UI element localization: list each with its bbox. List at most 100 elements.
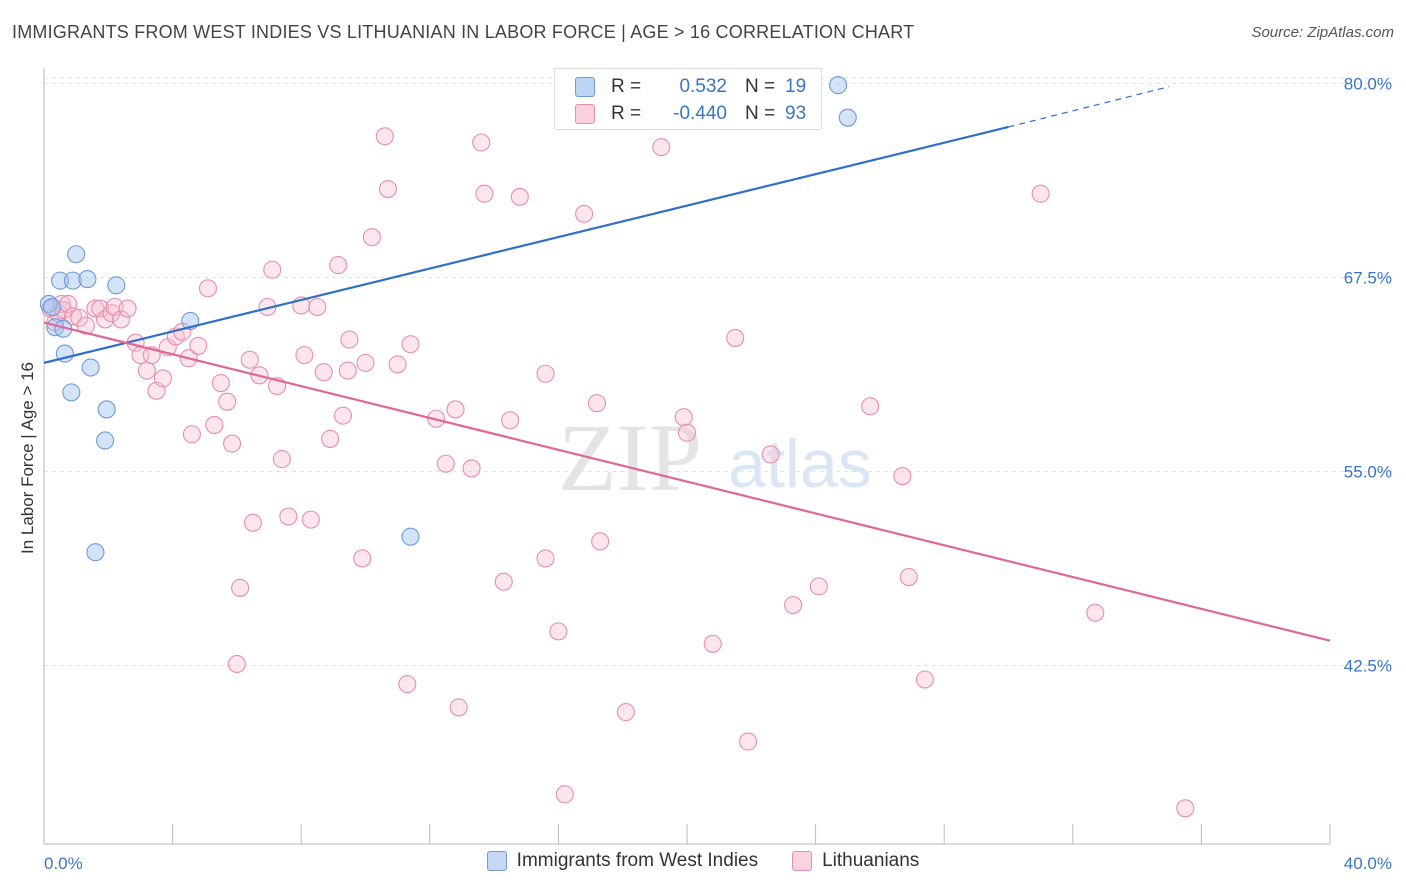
data-point-lithuanians: [63, 307, 82, 326]
data-point-lithuanians: [555, 785, 574, 804]
stats-swatch-pink: [575, 104, 595, 124]
data-point-lithuanians: [182, 425, 201, 444]
chart-title: IMMIGRANTS FROM WEST INDIES VS LITHUANIA…: [12, 22, 915, 42]
data-point-lithuanians: [112, 310, 131, 329]
data-point-lithuanians: [1031, 184, 1050, 203]
legend: Immigrants from West Indies Lithuanians: [0, 850, 1406, 872]
data-point-lithuanians: [279, 507, 298, 526]
y-tick-label: 67.5%: [1344, 269, 1392, 288]
data-point-lithuanians: [784, 595, 803, 615]
data-point-lithuanians: [510, 187, 529, 206]
watermark-atlas: atlas: [728, 426, 872, 502]
legend-item-west-indies[interactable]: Immigrants from West Indies: [486, 850, 759, 872]
data-point-lithuanians: [915, 670, 934, 689]
data-point-lithuanians: [1176, 799, 1195, 818]
data-point-lithuanians: [198, 279, 218, 298]
data-point-lithuanians: [761, 445, 780, 464]
data-point-lithuanians: [263, 260, 282, 279]
data-point-lithuanians: [308, 297, 327, 317]
trend-line-west-indies: [43, 125, 1009, 364]
n-value: 19: [785, 76, 807, 97]
data-point-lithuanians: [301, 510, 320, 529]
data-point-west-indies: [86, 543, 105, 562]
data-point-west-indies: [97, 400, 116, 419]
data-point-lithuanians: [726, 328, 745, 348]
data-point-lithuanians: [91, 299, 110, 318]
data-point-lithuanians: [501, 411, 520, 430]
data-point-lithuanians: [899, 568, 918, 587]
data-point-lithuanians: [243, 513, 263, 532]
data-point-lithuanians: [333, 406, 353, 425]
data-point-west-indies: [78, 270, 97, 289]
data-point-lithuanians: [353, 549, 372, 568]
legend-swatch-pink: [792, 851, 813, 871]
axes: [43, 68, 1331, 845]
data-point-lithuanians: [436, 454, 455, 473]
data-point-lithuanians: [446, 400, 465, 419]
data-point-lithuanians: [616, 703, 635, 722]
data-point-west-indies: [63, 271, 82, 290]
data-point-lithuanians: [652, 138, 671, 157]
data-point-west-indies: [51, 271, 70, 290]
y-tick-label: 42.5%: [1344, 657, 1392, 676]
r-label: R =: [611, 76, 642, 97]
data-point-lithuanians: [462, 459, 481, 478]
data-point-lithuanians: [153, 369, 173, 388]
data-point-lithuanians: [388, 355, 407, 374]
x-tick-label: 40.0%: [1344, 854, 1392, 873]
data-point-lithuanians: [809, 577, 828, 596]
data-point-lithuanians: [375, 127, 394, 146]
data-point-west-indies: [62, 383, 81, 402]
data-point-lithuanians: [587, 394, 607, 413]
watermark-zip: ZIP: [558, 404, 702, 511]
data-point-lithuanians: [137, 361, 156, 380]
data-point-lithuanians: [677, 423, 697, 442]
data-point-lithuanians: [591, 532, 610, 551]
data-point-lithuanians: [295, 346, 314, 365]
series-lithuanians: [41, 127, 1195, 818]
n-label: N =: [745, 103, 776, 124]
data-point-lithuanians: [118, 299, 137, 318]
data-point-west-indies: [81, 358, 100, 377]
legend-label: Immigrants from West Indies: [516, 850, 759, 871]
data-point-west-indies: [107, 276, 126, 295]
data-point-west-indies: [401, 527, 420, 546]
data-point-west-indies: [42, 297, 62, 317]
data-point-lithuanians: [362, 228, 381, 247]
data-point-lithuanians: [494, 572, 513, 591]
trend-line-lithuanians: [43, 321, 1331, 642]
data-point-lithuanians: [189, 336, 208, 355]
legend-swatch-blue: [486, 851, 507, 871]
data-point-lithuanians: [321, 429, 340, 448]
data-point-lithuanians: [52, 294, 71, 313]
legend-item-lithuanians[interactable]: Lithuanians: [792, 850, 919, 872]
data-point-lithuanians: [536, 364, 555, 383]
r-value: -0.440: [673, 103, 727, 124]
data-point-lithuanians: [575, 204, 594, 223]
data-point-lithuanians: [272, 450, 291, 469]
y-axis-label: In Labor Force | Age > 16: [18, 361, 37, 555]
n-label: N =: [745, 76, 776, 97]
data-point-lithuanians: [218, 392, 237, 411]
data-point-lithuanians: [674, 408, 693, 427]
data-point-west-indies: [96, 431, 115, 450]
data-point-lithuanians: [893, 467, 912, 486]
watermark: ZIP atlas: [558, 404, 872, 511]
data-point-lithuanians: [314, 363, 333, 382]
data-point-west-indies: [67, 245, 86, 264]
data-point-lithuanians: [549, 622, 568, 641]
tick-labels: 42.5% 55.0% 67.5% 80.0% 0.0% 40.0%: [44, 75, 1392, 873]
stats-row-lithuanians: R = -0.440 N = 93: [575, 100, 806, 128]
y-tick-label: 55.0%: [1344, 463, 1392, 482]
data-point-lithuanians: [223, 434, 242, 453]
data-point-west-indies: [39, 294, 58, 313]
trend-lines: [43, 86, 1331, 642]
stats-row-west-indies: R = 0.532 N = 19: [575, 73, 806, 101]
data-point-lithuanians: [76, 316, 95, 335]
data-point-lithuanians: [475, 184, 494, 203]
stats-swatch-blue: [575, 77, 595, 97]
stats-box: R = 0.532 N = 19 R = -0.440 N = 93: [554, 68, 822, 130]
data-point-lithuanians: [703, 634, 722, 653]
data-point-lithuanians: [472, 133, 491, 152]
